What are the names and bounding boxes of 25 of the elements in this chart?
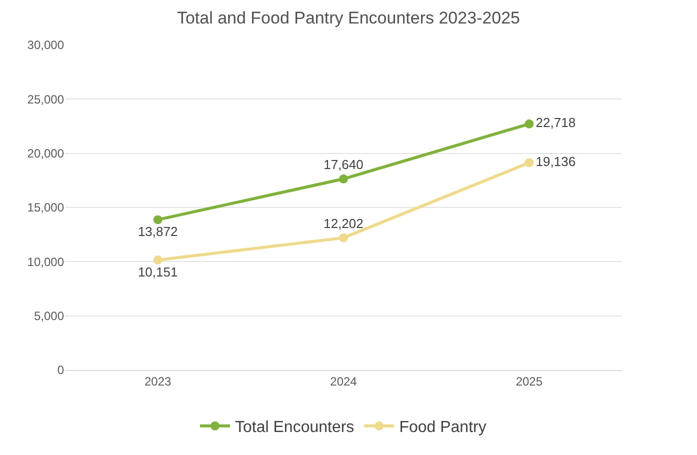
point bbox=[153, 215, 162, 224]
point bbox=[153, 256, 162, 265]
point bbox=[524, 119, 534, 128]
y-tick-label: 30,000 bbox=[27, 38, 64, 52]
data-label: 22,718 bbox=[536, 115, 576, 130]
y-tick-label: 5,000 bbox=[34, 309, 64, 324]
y-tick-label: 25,000 bbox=[27, 92, 64, 106]
x-tick-label: 2025 bbox=[516, 374, 543, 388]
point bbox=[339, 174, 348, 184]
data-label: 12,202 bbox=[324, 216, 364, 231]
y-tick-label: 10,000 bbox=[27, 254, 64, 269]
x-tick-label: 2023 bbox=[144, 374, 172, 388]
data-label: 10,151 bbox=[138, 264, 178, 280]
y-tick-label: 0 bbox=[57, 363, 64, 378]
y-tick-label: 15,000 bbox=[27, 200, 64, 215]
chart-title: Total and Food Pantry Encounters 2023-2025 bbox=[176, 8, 520, 28]
legend-label: Food Pantry bbox=[399, 419, 486, 436]
y-tick-label: 20,000 bbox=[27, 146, 64, 161]
data-label: 19,136 bbox=[536, 154, 576, 169]
point bbox=[339, 233, 348, 242]
x-tick-label: 2024 bbox=[330, 374, 358, 388]
point bbox=[524, 158, 534, 168]
data-label: 17,640 bbox=[324, 157, 364, 172]
data-label: 13,872 bbox=[138, 224, 178, 240]
legend-label: Total Encounters bbox=[235, 419, 354, 436]
